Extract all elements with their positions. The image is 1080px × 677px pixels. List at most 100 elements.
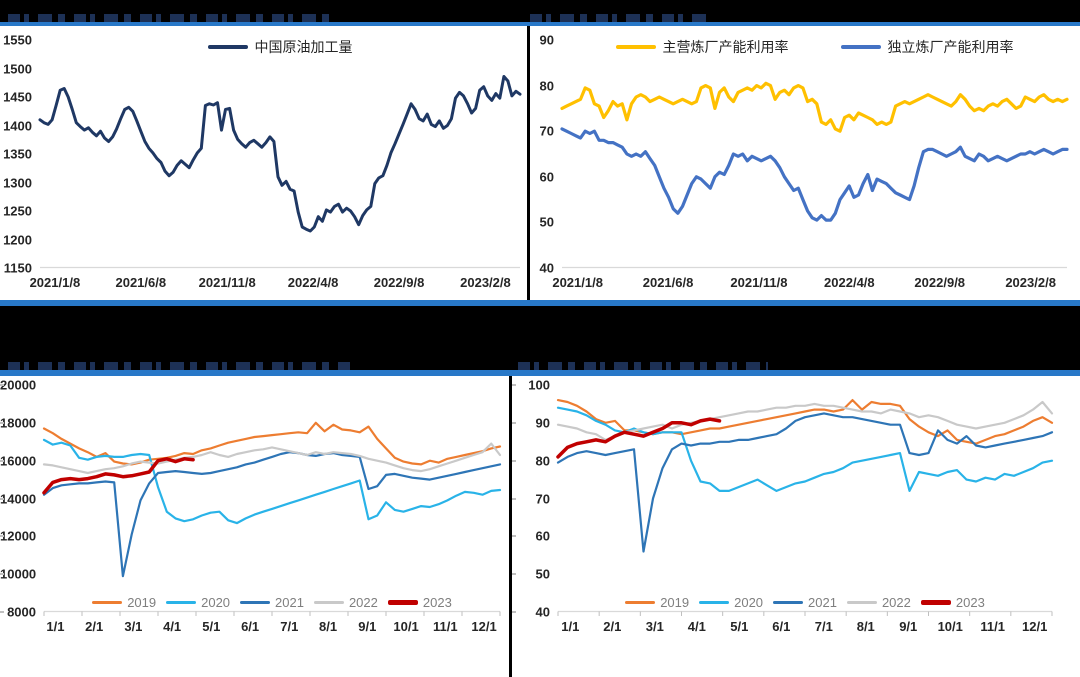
legend-swatch-2020 <box>166 600 197 605</box>
chart-refinery-capacity-utilization: 90 80 70 60 50 40 2021/1/8 2021/6/8 2021/11/8 202… <box>530 26 1080 300</box>
legend-label: 2023 <box>422 595 452 610</box>
x-tick-label: 2022/4/8 <box>824 275 875 290</box>
x-tick-label: 2023/2/8 <box>460 275 511 290</box>
legend-swatch-2023 <box>387 600 418 605</box>
y-tick-mark <box>0 497 4 500</box>
x-tick-label: 3/1 <box>645 619 664 634</box>
y-tick-label: 60 <box>539 169 554 185</box>
series-line-2023 <box>556 417 722 459</box>
y-tick-label: 1300 <box>3 175 32 190</box>
legend-swatch-2023 <box>920 600 951 605</box>
legend-item-2020: 2020 <box>699 595 763 610</box>
legend-label: 主营炼厂产能利用率 <box>662 39 789 55</box>
x-tick-label: 11/1 <box>432 619 458 634</box>
legend-label: 2021 <box>808 595 837 610</box>
x-tick-label: 10/1 <box>393 619 419 634</box>
x-tick-label: 3/1 <box>124 619 143 634</box>
legend-item-中国原油加工量: 中国原油加工量 <box>207 37 353 57</box>
legend-item-2023: 2023 <box>920 595 985 610</box>
legend-item-主营炼厂产能利用率: 主营炼厂产能利用率 <box>615 37 789 57</box>
x-tick-label: 8/1 <box>856 619 875 634</box>
y-tick-label: 90 <box>539 32 554 48</box>
legend-label: 独立炼厂产能利用率 <box>887 39 1014 55</box>
y-tick-label: 50 <box>535 566 550 582</box>
refinery-capacity-utilization-plot <box>560 81 1069 269</box>
y-tick-label: 70 <box>535 491 550 506</box>
blue-divider-rule-mid-upper <box>0 300 1080 306</box>
x-tick-label: 2021/11/8 <box>730 275 788 290</box>
y-tick-label: 1200 <box>3 232 32 247</box>
y-tick-label: 1250 <box>3 203 32 219</box>
y-tick-mark <box>512 573 516 576</box>
series-line-2022 <box>42 442 502 475</box>
series-line-中国原油加工量 <box>38 75 522 233</box>
legend-label: 2022 <box>348 595 378 610</box>
legend-label: 2020 <box>734 595 764 610</box>
y-tick-label: 14000 <box>0 491 37 506</box>
series-line-2020 <box>42 438 502 525</box>
y-tick-mark <box>0 535 4 538</box>
blue-divider-rule-top <box>0 22 1080 26</box>
x-tick-label: 6/1 <box>241 619 260 634</box>
legend-label: 中国原油加工量 <box>254 39 353 55</box>
legend-swatch-2022 <box>313 600 344 605</box>
legend-item-2023: 2023 <box>387 595 452 610</box>
legend-label: 2021 <box>275 595 304 610</box>
legend-item-2021: 2021 <box>773 595 837 610</box>
x-tick-label: 2023/2/8 <box>1005 275 1056 290</box>
y-tick-label: 1350 <box>3 146 32 162</box>
legend-swatch-主营炼厂产能利用率 <box>615 44 656 50</box>
series-line-2023 <box>42 457 195 495</box>
x-tick-label: 8/1 <box>319 619 338 634</box>
legend-swatch-2022 <box>846 600 877 605</box>
legend-item-2019: 2019 <box>92 595 156 610</box>
legend-label: 2022 <box>881 595 911 610</box>
x-tick-label: 9/1 <box>899 619 918 634</box>
x-tick-label: 12/1 <box>1022 619 1048 634</box>
y-tick-label: 1150 <box>3 260 32 276</box>
top-header-band <box>0 0 1080 22</box>
legend-label: 2019 <box>127 595 157 610</box>
y-tick-label: 20000 <box>0 377 37 393</box>
series-line-2022 <box>556 400 1054 442</box>
y-tick-label: 60 <box>535 528 550 544</box>
x-tick-label: 2022/4/8 <box>287 275 339 290</box>
x-tick-label: 5/1 <box>730 619 749 634</box>
y-tick-label: 1550 <box>3 32 32 48</box>
x-tick-label: 2022/9/8 <box>914 275 966 290</box>
legend-swatch-2019 <box>625 600 656 605</box>
y-tick-label: 10000 <box>0 566 37 582</box>
y-tick-mark <box>0 611 4 613</box>
middle-header-band <box>0 306 1080 370</box>
x-tick-label: 7/1 <box>814 619 833 634</box>
series-line-2019 <box>42 421 502 466</box>
series-line-2021 <box>42 451 502 578</box>
y-tick-mark <box>512 421 516 424</box>
legend: 2019 2020 2021 2022 2023 <box>558 595 1052 610</box>
y-tick-mark <box>0 573 4 576</box>
clipped-title-text-right <box>518 362 768 370</box>
x-tick-label: 11/1 <box>980 619 1006 634</box>
seasonal-weekly-throughput-plot <box>42 421 502 616</box>
y-tick-mark <box>0 459 4 462</box>
legend-item-独立炼厂产能利用率: 独立炼厂产能利用率 <box>840 37 1014 57</box>
x-tick-label: 12/1 <box>471 619 497 634</box>
x-tick-label: 4/1 <box>163 619 182 634</box>
y-tick-label: 1450 <box>3 89 32 105</box>
china-crude-processing-plot <box>38 75 522 269</box>
clipped-title-text-left <box>8 362 353 370</box>
y-tick-label: 18000 <box>0 415 37 431</box>
y-tick-mark <box>0 384 4 386</box>
y-tick-label: 16000 <box>0 453 37 469</box>
legend: 中国原油加工量 <box>40 37 520 57</box>
legend-label: 2023 <box>955 595 985 610</box>
x-tick-label: 2021/6/8 <box>115 275 167 290</box>
x-tick-label: 2021/6/8 <box>642 275 694 290</box>
x-tick-label: 7/1 <box>280 619 299 634</box>
y-tick-label: 80 <box>535 453 550 469</box>
y-tick-label: 40 <box>535 604 550 620</box>
chart-seasonal-weekly-throughput: 20000 18000 16000 14000 12000 10000 8000 1/1 2/1… <box>0 376 509 677</box>
legend: 主营炼厂产能利用率 独立炼厂产能利用率 <box>562 37 1067 57</box>
series-line-独立炼厂产能利用率 <box>560 127 1069 222</box>
y-tick-label: 12000 <box>0 528 37 544</box>
